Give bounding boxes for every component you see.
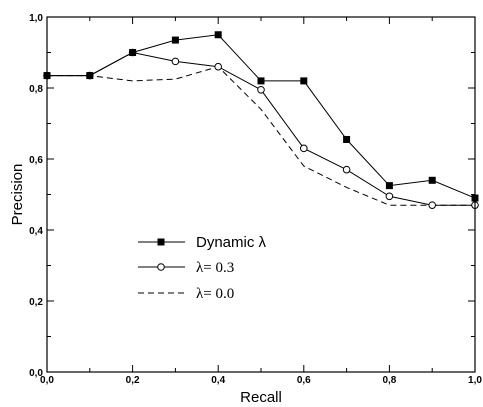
y-tick-label: 0,0 [29,368,43,379]
x-tick-label: 0,4 [211,375,225,386]
data-point [214,62,222,71]
data-point [86,72,94,80]
y-tick-label: 1,0 [29,13,43,24]
data-point [129,49,137,56]
legend-label: λ= 0.0 [196,286,234,302]
y-tick-label: 0,8 [29,84,43,95]
series-2 [47,66,475,206]
legend-label: λ= 0.3 [196,260,234,276]
y-axis-title: Precision [9,164,26,226]
x-tick-label: 0,8 [382,375,396,386]
legend-entry: λ= 0.3 [138,260,234,276]
y-tick-label: 0,4 [29,226,43,237]
x-tick-label: 0,6 [297,375,311,386]
ticks-layer: 0,0 0,2 0,4 0,6 0,8 1,0 0,0 0,2 0,4 0,6 0,8 1,0 [29,13,482,386]
data-point [257,77,265,85]
series-line [47,34,476,199]
data-point [343,135,351,143]
legend: Dynamic λ λ= 0.3 λ= 0.0 [127,226,421,306]
data-point [428,201,437,209]
legend-box [127,226,421,306]
x-axis-title: Recall [240,389,282,406]
series-0 [43,31,479,202]
series-1 [43,48,479,209]
legend-label: Dynamic λ [196,234,267,251]
data-point [385,182,393,190]
y-tick-label: 0,6 [29,155,43,166]
plot-frame [46,16,476,373]
x-tick-label: 0,2 [126,375,140,386]
data-point [385,192,394,201]
x-tick-label: 0,0 [40,375,54,386]
y-tick-label: 0,2 [29,297,43,308]
data-point [300,77,308,85]
legend-entry: Dynamic λ [138,234,267,251]
data-point [257,85,265,94]
legend-marker [157,263,165,271]
legend-marker [157,238,165,246]
series-layer [43,31,479,209]
data-point [342,165,351,174]
series-line [47,51,475,206]
legend-entry: λ= 0.0 [138,286,234,302]
data-point [171,36,179,44]
x-tick-label: 1,0 [468,375,482,386]
data-point [300,144,308,153]
data-point [214,31,222,39]
data-point [171,57,180,66]
series-line [47,66,475,206]
data-point [428,176,436,184]
